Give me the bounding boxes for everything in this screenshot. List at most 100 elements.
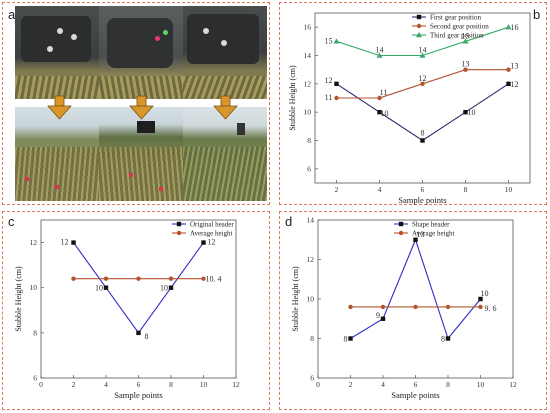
data-label: 9 (376, 311, 380, 320)
legend-marker (176, 221, 182, 227)
data-point (413, 304, 418, 310)
machine (137, 121, 155, 133)
data-point (506, 67, 511, 72)
y-tick-label: 6 (310, 374, 314, 383)
data-label: 8 (344, 335, 348, 344)
y-tick-label: 10 (304, 108, 312, 117)
y-tick-label: 12 (307, 255, 315, 264)
panel-c-letter: c (8, 214, 15, 229)
y-tick-label: 10 (307, 295, 315, 304)
x-tick-label: 6 (421, 185, 425, 194)
bolt-3 (47, 46, 53, 52)
panel-d-letter: d (285, 214, 293, 229)
grass-strip (15, 76, 99, 99)
down-arrow-1 (47, 95, 72, 120)
data-point (419, 52, 426, 58)
photo-field-1 (15, 107, 99, 201)
legend-label: Original header (190, 221, 234, 229)
person (237, 123, 245, 135)
y-axis-label: Stubble Height (cm) (288, 65, 297, 131)
data-label: 8 (145, 332, 149, 341)
legend-marker (398, 230, 404, 236)
data-label: 10 (381, 109, 389, 118)
data-label: 12 (419, 74, 427, 83)
data-label: 10 (95, 284, 103, 293)
legend-label: Shape header (412, 221, 450, 229)
plot-frame (317, 219, 514, 379)
data-point (380, 316, 386, 321)
data-label: 14 (376, 46, 384, 55)
grass-strip (183, 76, 267, 99)
x-tick-label: 8 (169, 380, 173, 389)
data-point (103, 276, 109, 281)
x-tick-label: 10 (200, 380, 208, 389)
grass-field (99, 147, 183, 201)
blade-plate (21, 16, 91, 62)
data-point (71, 276, 76, 281)
data-point (463, 67, 468, 72)
y-tick-label: 8 (33, 328, 37, 337)
data-point (377, 109, 382, 115)
panel-a-photos: a (2, 2, 270, 205)
grass-field (15, 147, 99, 201)
x-tick-label: 12 (509, 380, 517, 389)
data-label: 16 (511, 23, 519, 32)
data-point (334, 81, 339, 87)
series-line (73, 242, 204, 334)
panel-b-chart: b 2 4 6 8 10 6 8 10 12 14 16 Sample points Stubble H… (279, 2, 547, 205)
y-axis-label: Stubble Height (cm) (14, 266, 23, 332)
y-tick-label: 8 (307, 136, 311, 145)
x-tick-label: 2 (335, 185, 339, 194)
data-point (463, 109, 468, 115)
data-point (348, 304, 353, 310)
legend-label: Average height (412, 230, 454, 238)
x-tick-label: 4 (104, 380, 108, 389)
data-point (420, 138, 425, 143)
data-label: 13 (417, 230, 425, 239)
x-tick-label: 4 (381, 380, 385, 389)
bolt-1 (57, 28, 63, 34)
y-tick-label: 6 (307, 164, 311, 173)
marker-dot (55, 185, 59, 189)
data-label: 13 (462, 60, 470, 69)
data-point (168, 276, 174, 281)
legend-marker (398, 221, 404, 227)
data-point (478, 296, 483, 302)
blade-plate (187, 14, 259, 64)
data-point (462, 38, 469, 44)
series-line (350, 238, 481, 340)
data-label: 12 (208, 238, 216, 247)
legend-marker (176, 230, 182, 236)
data-point (376, 52, 383, 58)
photo-header-1 (15, 6, 99, 99)
data-label: 8 (421, 129, 425, 138)
arrows-layer (47, 95, 238, 120)
down-arrow-3 (213, 95, 238, 120)
x-tick-label: 0 (39, 380, 43, 389)
y-tick-label: 16 (304, 23, 312, 32)
y-axis-label: Stubble Height (cm) (291, 266, 300, 332)
legend-marker (416, 23, 422, 29)
x-tick-label: 12 (232, 380, 240, 389)
grass-field (183, 147, 267, 201)
data-label: 10 (481, 289, 489, 298)
y-tick-label: 8 (310, 334, 314, 343)
data-point (445, 336, 451, 341)
legend-marker (416, 32, 422, 38)
data-point (201, 276, 206, 281)
data-point (413, 237, 418, 242)
panel-d-chart: d 0 2 4 6 8 10 12 6 8 10 12 14 Sample points Stubble … (279, 211, 547, 410)
legend-label: Average height (190, 230, 232, 238)
data-label: 8 (441, 335, 445, 344)
data-label: 12 (325, 76, 333, 85)
data-point (136, 330, 141, 336)
y-tick-label: 14 (304, 51, 312, 60)
data-label: 15 (325, 36, 333, 45)
photo-header-2 (99, 6, 183, 99)
data-point (505, 24, 512, 30)
bolt-2 (221, 40, 227, 46)
legend-label: Third gear position (430, 32, 484, 40)
